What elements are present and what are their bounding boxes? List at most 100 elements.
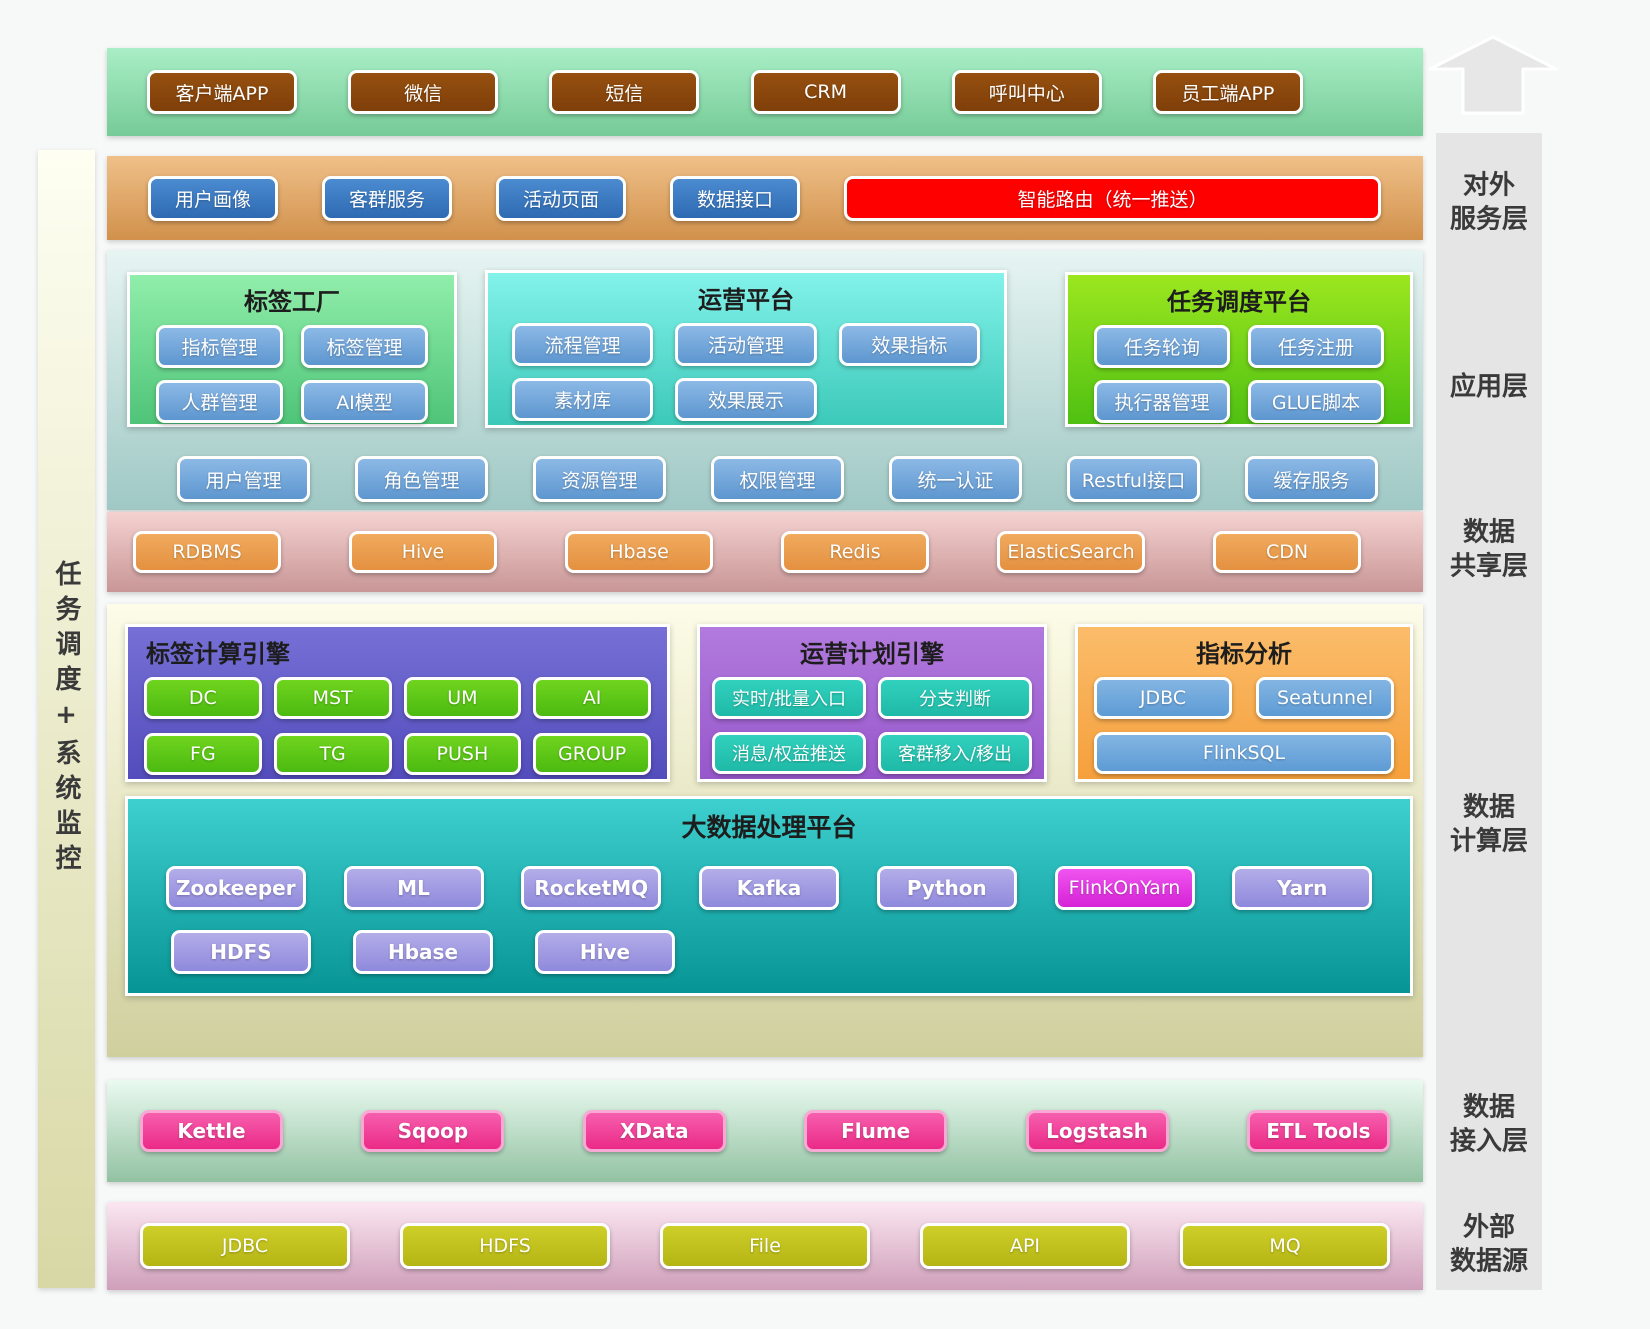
group-title: 标签计算引擎 — [146, 640, 290, 668]
btn-crm: CRM — [750, 70, 901, 114]
layer-external-source: JDBC HDFS File API MQ — [107, 1202, 1423, 1290]
btn-tag-mgmt: 标签管理 — [301, 325, 428, 368]
group-title: 大数据处理平台 — [681, 813, 857, 842]
btn-task-register: 任务注册 — [1248, 325, 1384, 368]
btn-client-app: 客户端APP — [147, 70, 297, 114]
btn-activity-page: 活动页面 — [496, 175, 626, 221]
group-tag-compute-engine: 标签计算引擎 DC MST UM AI FG TG PUSH GROUP — [125, 624, 670, 782]
btn-resource-mgmt: 资源管理 — [533, 456, 666, 502]
group-ops-plan-engine: 运营计划引擎 实时/批量入口 分支判断 消息/权益推送 客群移入/移出 — [697, 624, 1047, 782]
btn-realtime-batch-entry: 实时/批量入口 — [712, 677, 866, 719]
btn-user-profile: 用户画像 — [148, 175, 278, 221]
btn-seatunnel: Seatunnel — [1256, 677, 1394, 719]
btn-yarn: Yarn — [1232, 866, 1373, 910]
layer-services: 客户端APP 微信 短信 CRM 呼叫中心 员工端APP — [107, 48, 1423, 136]
layer-label-data-access: 数据 接入层 — [1449, 1092, 1528, 1157]
btn-logstash: Logstash — [1025, 1110, 1169, 1152]
btn-effect-show: 效果展示 — [675, 378, 817, 421]
group-title: 标签工厂 — [244, 288, 340, 316]
btn-material-lib: 素材库 — [512, 378, 654, 421]
layer-data-sharing: RDBMS Hive Hbase Redis ElasticSearch CDN — [107, 512, 1423, 592]
up-arrow-icon — [1428, 35, 1558, 115]
layer-data-computing: 标签计算引擎 DC MST UM AI FG TG PUSH GROUP 运营计… — [107, 604, 1423, 1057]
btn-wechat: 微信 — [348, 70, 499, 114]
layer-label-external-source: 外部 数据源 — [1449, 1212, 1528, 1277]
left-sidebar-label: 任务调度+系统监控 — [51, 559, 81, 879]
layer-label-data-sharing: 数据 共享层 — [1449, 517, 1528, 582]
btn-tg: TG — [273, 733, 392, 775]
btn-staff-app: 员工端APP — [1152, 70, 1303, 114]
btn-mq-src: MQ — [1180, 1223, 1390, 1269]
btn-role-mgmt: 角色管理 — [355, 456, 488, 502]
group-title: 任务调度平台 — [1167, 288, 1311, 316]
btn-push: PUSH — [403, 733, 522, 775]
btn-hive-share: Hive — [349, 531, 497, 573]
btn-glue-script: GLUE脚本 — [1248, 380, 1384, 423]
btn-jdbc-src: JDBC — [140, 1223, 350, 1269]
btn-hdfs-bd: HDFS — [171, 930, 311, 974]
btn-msg-benefit-push: 消息/权益推送 — [712, 732, 866, 774]
layer-gateway: 用户画像 客群服务 活动页面 数据接口 智能路由（统一推送） — [107, 156, 1423, 240]
btn-group: GROUP — [533, 733, 651, 775]
layer-label-external-service: 对外 服务层 — [1449, 170, 1528, 235]
btn-ai: AI — [533, 677, 651, 719]
btn-sqoop: Sqoop — [361, 1110, 505, 1152]
btn-xdata: XData — [582, 1110, 726, 1152]
btn-etl-tools: ETL Tools — [1246, 1110, 1390, 1152]
btn-api-src: API — [920, 1223, 1130, 1269]
layer-label-application: 应用层 — [1449, 371, 1528, 402]
layer-data-access: Kettle Sqoop XData Flume Logstash ETL To… — [107, 1080, 1423, 1182]
btn-restful-api: Restful接口 — [1067, 456, 1200, 502]
btn-group-service: 客群服务 — [322, 175, 452, 221]
btn-user-mgmt: 用户管理 — [177, 456, 310, 502]
layer-legend-bar: 对外 服务层 应用层 数据 共享层 数据 计算层 数据 接入层 外部 数据源 — [1436, 133, 1542, 1290]
btn-effect-metric: 效果指标 — [838, 323, 980, 366]
btn-file-src: File — [660, 1223, 870, 1269]
btn-activity-mgmt: 活动管理 — [675, 323, 817, 366]
btn-task-poll: 任务轮询 — [1094, 325, 1230, 368]
btn-python: Python — [876, 866, 1017, 910]
btn-ml: ML — [343, 866, 484, 910]
btn-hdfs-src: HDFS — [400, 1223, 610, 1269]
btn-rocketmq: RocketMQ — [521, 866, 662, 910]
btn-kettle: Kettle — [140, 1110, 283, 1152]
group-title: 运营计划引擎 — [800, 640, 944, 668]
btn-flink-on-yarn: FlinkOnYarn — [1054, 866, 1195, 910]
btn-elasticsearch: ElasticSearch — [997, 531, 1145, 573]
btn-kafka: Kafka — [699, 866, 839, 910]
group-title: 指标分析 — [1196, 640, 1292, 668]
group-task-schedule-platform: 任务调度平台 任务轮询 任务注册 执行器管理 GLUE脚本 — [1065, 272, 1413, 427]
btn-group-move: 客群移入/移出 — [878, 732, 1032, 774]
btn-mst: MST — [273, 677, 392, 719]
btn-redis: Redis — [781, 531, 929, 573]
group-metric-analysis: 指标分析 JDBC Seatunnel FlinkSQL — [1075, 624, 1413, 782]
btn-flume: Flume — [804, 1110, 948, 1152]
btn-perm-mgmt: 权限管理 — [711, 456, 844, 502]
btn-data-api: 数据接口 — [670, 175, 800, 221]
group-title: 运营平台 — [698, 286, 794, 314]
btn-call-center: 呼叫中心 — [951, 70, 1102, 114]
btn-crowd-mgmt: 人群管理 — [156, 380, 283, 423]
btn-fg: FG — [144, 733, 262, 775]
btn-cache-service: 缓存服务 — [1245, 456, 1378, 502]
layer-label-data-computing: 数据 计算层 — [1449, 792, 1528, 857]
group-operation-platform: 运营平台 流程管理 活动管理 效果指标 素材库 效果展示 — [485, 270, 1007, 428]
layer-application: 标签工厂 指标管理 标签管理 人群管理 AI模型 运营平台 流程管理 活动管理 … — [107, 250, 1423, 510]
btn-hbase-bd: Hbase — [353, 930, 493, 974]
btn-process-mgmt: 流程管理 — [512, 323, 654, 366]
btn-hive-bd: Hive — [535, 930, 675, 974]
btn-branch-judge: 分支判断 — [878, 677, 1032, 719]
btn-um: UM — [403, 677, 522, 719]
btn-ai-model: AI模型 — [301, 380, 428, 423]
btn-sso-auth: 统一认证 — [889, 456, 1022, 502]
btn-sms: 短信 — [549, 70, 700, 114]
btn-dc: DC — [144, 677, 262, 719]
btn-metric-mgmt: 指标管理 — [156, 325, 283, 368]
btn-zookeeper: Zookeeper — [165, 866, 306, 910]
btn-flinksql: FlinkSQL — [1094, 732, 1394, 774]
btn-smart-routing: 智能路由（统一推送） — [844, 175, 1381, 221]
group-tag-factory: 标签工厂 指标管理 标签管理 人群管理 AI模型 — [127, 272, 457, 427]
btn-executor-mgmt: 执行器管理 — [1094, 380, 1230, 423]
btn-jdbc-metric: JDBC — [1094, 677, 1232, 719]
